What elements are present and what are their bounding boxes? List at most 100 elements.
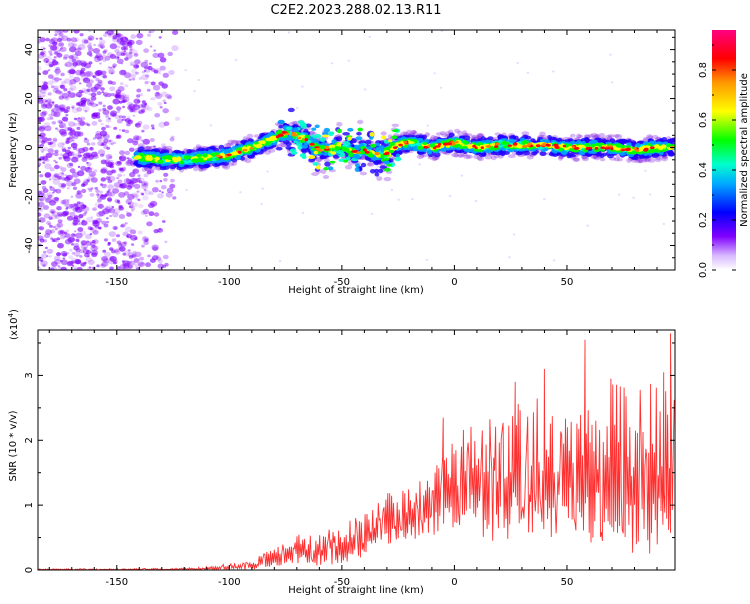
ridge-halo-mark (228, 162, 235, 167)
colorbar-tick-label: 0.6 (698, 112, 709, 128)
heatmap-noise-mark (125, 159, 133, 166)
heatmap-noise-mark (57, 128, 62, 133)
ridge-green-mark (417, 145, 424, 150)
ridge-halo-mark (227, 139, 234, 145)
heatmap-noise-mark (81, 61, 88, 67)
heatmap-noise-mark (78, 206, 85, 212)
heatmap-noise-mark (40, 148, 45, 152)
ridge-cyan-mark (300, 123, 307, 129)
heatmap-noise-mark (98, 42, 105, 47)
ridge-blue-mark (285, 145, 292, 150)
heatmap-noise-mark (125, 198, 133, 205)
heatmap-noise-mark (91, 244, 96, 248)
heatmap-noise-mark (166, 187, 174, 193)
heatmap-noise-mark (116, 176, 120, 180)
heatmap-noise-mark (133, 64, 140, 69)
heatmap-noise-mark (41, 84, 49, 90)
heatmap-noise-mark (88, 174, 95, 181)
heatmap-noise-mark (77, 165, 81, 168)
ridge-cyan-mark (484, 139, 492, 144)
heatmap-stray-mark (260, 202, 263, 206)
heatmap-noise-mark (137, 104, 143, 109)
heatmap-noise-mark (54, 68, 61, 74)
heatmap-noise-mark (38, 38, 42, 45)
heatmap-noise-mark (73, 222, 78, 226)
ridge-green-mark (380, 158, 385, 162)
heatmap-noise-mark (131, 177, 139, 184)
heatmap-noise-mark (47, 117, 51, 121)
heatmap-noise-mark (57, 119, 63, 124)
snr-y-multiplier-close: ) (9, 309, 20, 313)
heatmap-noise-mark (125, 178, 130, 181)
heatmap-stray-mark (370, 212, 374, 215)
ridge-halo-mark (607, 134, 615, 138)
heatmap-noise-mark (47, 92, 52, 96)
ridge-green-mark (648, 148, 656, 154)
heatmap-noise-mark (127, 101, 133, 107)
heatmap-noise-mark (143, 182, 147, 186)
heatmap-noise-mark (163, 178, 168, 182)
heatmap-noise-mark (149, 258, 156, 263)
ridge-halo-mark (453, 152, 459, 158)
ridge-cyan-mark (383, 160, 390, 165)
heatmap-noise-mark (145, 74, 150, 78)
heatmap-noise-mark (71, 264, 75, 267)
heatmap-noise-mark (141, 74, 149, 81)
heatmap-noise-mark (86, 100, 95, 106)
heatmap-noise-mark (39, 132, 46, 138)
heatmap-noise-mark (97, 203, 104, 209)
heatmap-noise-mark (119, 39, 127, 46)
ridge-core-mark (495, 142, 500, 146)
heatmap-noise-mark (130, 73, 137, 79)
heatmap-noise-mark (80, 183, 86, 188)
heatmap-noise-mark (40, 180, 47, 185)
heatmap-noise-mark (71, 42, 78, 48)
ridge-blue-mark (189, 149, 197, 154)
heatmap-noise-mark (153, 68, 161, 74)
heatmap-noise-mark (95, 103, 99, 107)
heatmap-noise-mark (70, 195, 74, 198)
heatmap-noise-mark (51, 60, 59, 66)
heatmap-noise-mark (81, 188, 87, 194)
heatmap-noise-mark (62, 257, 66, 260)
heatmap-noise-mark (118, 214, 126, 219)
heatmap-noise-mark (73, 76, 81, 83)
heatmap-noise-mark (54, 164, 60, 170)
heatmap-noise-mark (53, 189, 57, 192)
heatmap-noise-mark (79, 69, 85, 74)
heatmap-noise-mark (132, 168, 140, 174)
heatmap-noise-mark (60, 199, 67, 205)
ridge-blue-mark (607, 154, 614, 159)
heatmap-noise-mark (60, 167, 67, 173)
heatmap-noise-mark (144, 59, 149, 63)
ridge-halo-mark (539, 131, 546, 137)
heatmap-noise-mark (63, 56, 68, 60)
ridge-halo-mark (291, 121, 298, 125)
ridge-blue-mark (671, 137, 675, 143)
heatmap-noise-mark (38, 257, 44, 262)
heatmap-noise-mark (110, 110, 118, 117)
heatmap-noise-mark (138, 177, 141, 180)
heatmap-noise-mark (100, 167, 108, 173)
ridge-green-mark (657, 145, 664, 151)
heatmap-noise-mark (61, 183, 67, 188)
heatmap-noise-mark (105, 191, 113, 197)
heatmap-noise-mark (142, 236, 147, 239)
heatmap-noise-mark (93, 48, 100, 54)
ridge-cyan-mark (354, 146, 361, 151)
ridge-blue-mark (305, 123, 312, 128)
heatmap-noise-mark (107, 105, 113, 110)
heatmap-noise-mark (105, 176, 111, 181)
snr-x-tick-label: 0 (451, 577, 457, 588)
heatmap-noise-mark (38, 217, 46, 223)
heatmap-noise-mark (40, 260, 48, 267)
heatmap-noise-mark (68, 162, 74, 167)
heatmap-noise-mark (124, 84, 129, 88)
heatmap-noise-mark (56, 212, 62, 216)
heatmap-noise-mark (63, 231, 68, 235)
heatmap-noise-mark (42, 146, 49, 152)
heatmap-noise-mark (44, 233, 51, 239)
heatmap-noise-mark (58, 122, 67, 129)
heatmap-noise-mark (80, 67, 86, 72)
heatmap-noise-mark (73, 233, 77, 237)
